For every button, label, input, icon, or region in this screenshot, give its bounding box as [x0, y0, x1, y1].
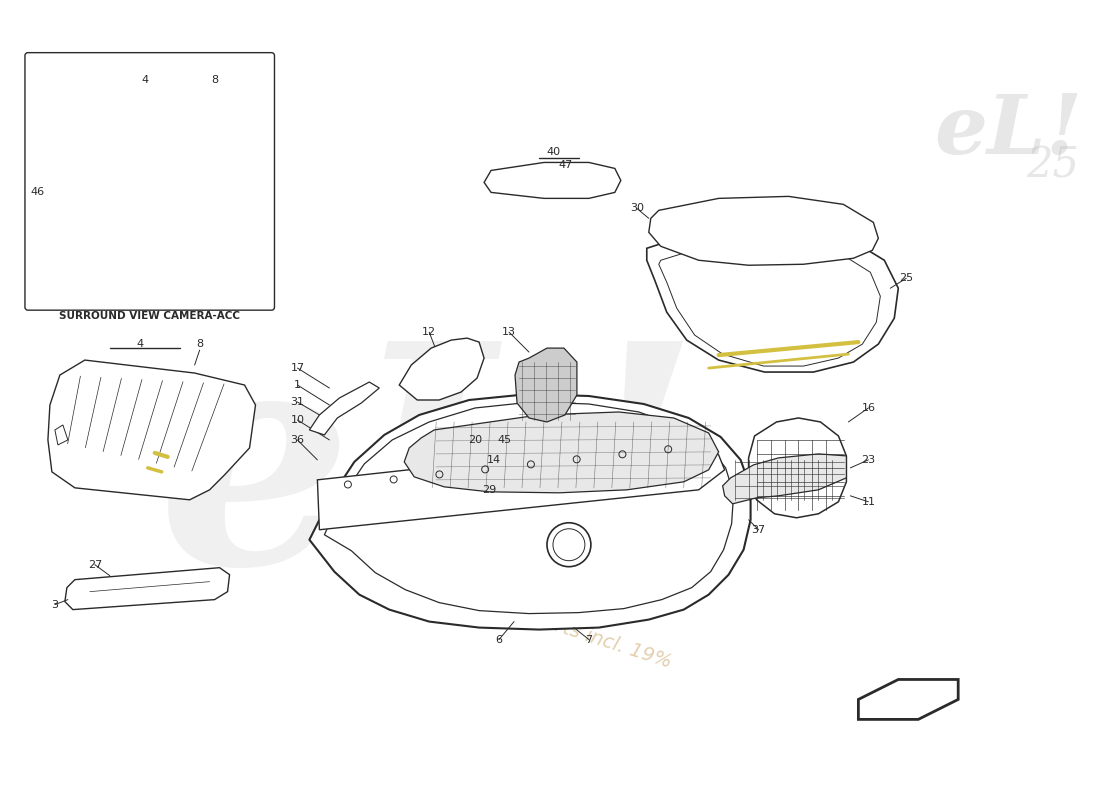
- Polygon shape: [647, 228, 899, 372]
- Text: eL!: eL!: [934, 90, 1082, 170]
- Text: 23: 23: [861, 455, 876, 465]
- Polygon shape: [484, 162, 620, 198]
- Polygon shape: [858, 679, 958, 719]
- Polygon shape: [749, 418, 846, 518]
- Polygon shape: [309, 394, 750, 630]
- Polygon shape: [62, 186, 88, 206]
- Polygon shape: [55, 425, 68, 445]
- Text: 16: 16: [861, 403, 876, 413]
- FancyBboxPatch shape: [25, 53, 275, 310]
- Text: 25: 25: [899, 274, 913, 283]
- Text: 45: 45: [497, 435, 512, 445]
- Polygon shape: [649, 196, 878, 266]
- Text: 30: 30: [630, 203, 644, 214]
- Text: 8: 8: [211, 74, 218, 85]
- Text: 20: 20: [468, 435, 482, 445]
- Polygon shape: [404, 412, 718, 493]
- Text: 1: 1: [294, 380, 301, 390]
- Text: 12: 12: [422, 327, 437, 337]
- Text: 14: 14: [487, 455, 502, 465]
- Text: SURROUND VIEW CAMERA-ACC: SURROUND VIEW CAMERA-ACC: [59, 311, 240, 321]
- Text: 31: 31: [290, 397, 305, 407]
- Text: 36: 36: [290, 435, 305, 445]
- Text: 13: 13: [502, 327, 516, 337]
- Text: 8: 8: [196, 339, 204, 349]
- Text: eL!: eL!: [157, 332, 701, 627]
- Polygon shape: [318, 438, 725, 530]
- Polygon shape: [309, 382, 379, 435]
- Text: 37: 37: [751, 525, 766, 534]
- Polygon shape: [65, 568, 230, 610]
- Polygon shape: [55, 161, 68, 181]
- Polygon shape: [515, 348, 576, 422]
- Text: a passion for parts incl. 19%: a passion for parts incl. 19%: [404, 568, 674, 671]
- Text: 47: 47: [559, 161, 573, 170]
- Text: 10: 10: [290, 415, 305, 425]
- Text: 4: 4: [136, 339, 143, 349]
- Text: 17: 17: [290, 363, 305, 373]
- Polygon shape: [723, 454, 846, 504]
- Text: 46: 46: [31, 187, 45, 198]
- Text: 40: 40: [547, 147, 561, 158]
- Polygon shape: [50, 90, 260, 226]
- Text: 27: 27: [88, 560, 102, 570]
- Text: 3: 3: [52, 600, 58, 610]
- Text: 11: 11: [861, 497, 876, 507]
- Text: 7: 7: [585, 634, 593, 645]
- Text: 29: 29: [482, 485, 496, 495]
- Polygon shape: [399, 338, 484, 400]
- Text: 4: 4: [141, 74, 149, 85]
- Text: 6: 6: [496, 634, 503, 645]
- Text: 25: 25: [1026, 145, 1079, 186]
- Polygon shape: [48, 360, 255, 500]
